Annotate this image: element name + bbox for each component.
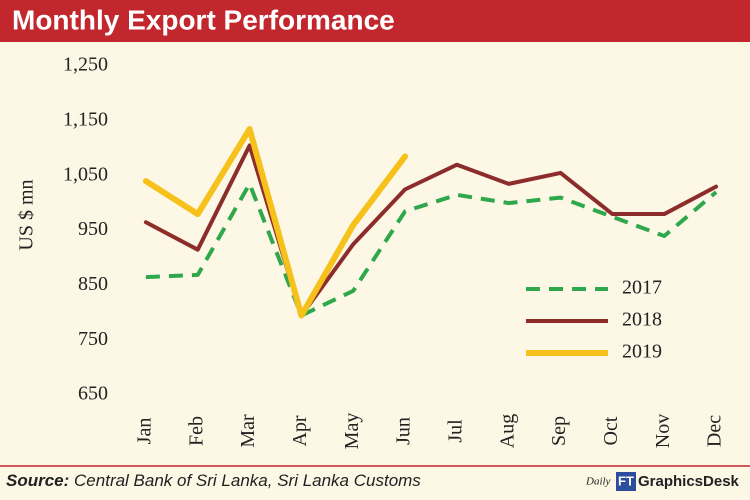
legend-label: 2019 — [622, 341, 662, 363]
source-text: Central Bank of Sri Lanka, Sri Lanka Cus… — [74, 471, 421, 490]
title-banner — [0, 0, 750, 42]
x-tick-label: Jul — [445, 419, 467, 443]
x-tick-label: Oct — [600, 416, 622, 445]
x-tick-label: Aug — [496, 414, 518, 448]
logo-ft: FT — [618, 473, 634, 488]
source: Source: Central Bank of Sri Lanka, Sri L… — [6, 471, 421, 490]
x-tick-label: Feb — [185, 416, 207, 446]
y-tick-label: 1,150 — [63, 108, 108, 130]
logo-daily: Daily — [585, 476, 611, 488]
y-tick-label: 1,050 — [63, 163, 108, 185]
y-axis-label: US $ mn — [16, 179, 38, 250]
legend-label: 2017 — [622, 277, 662, 299]
x-tick-label: Sep — [548, 416, 570, 446]
y-tick-label: 750 — [78, 328, 108, 350]
chart-title: Monthly Export Performance — [12, 4, 395, 35]
y-tick-label: 950 — [78, 218, 108, 240]
x-tick-label: Jan — [134, 418, 156, 445]
x-tick-label: Apr — [289, 415, 311, 446]
series-line — [145, 181, 718, 318]
y-tick-label: 850 — [78, 273, 108, 295]
series-line — [143, 143, 719, 318]
series-line — [142, 126, 409, 319]
x-tick-label: Dec — [704, 415, 726, 447]
x-tick-label: Mar — [237, 414, 259, 448]
x-tick-label: Jun — [393, 417, 415, 445]
logo-desk: GraphicsDesk — [638, 473, 740, 490]
legend-label: 2018 — [622, 309, 662, 331]
x-tick-label: May — [341, 413, 363, 450]
source-label: Source: — [6, 471, 69, 490]
y-tick-label: 650 — [78, 383, 108, 405]
y-tick-label: 1,250 — [63, 54, 108, 76]
logo-box — [616, 472, 636, 491]
x-tick-label: Nov — [652, 414, 674, 448]
